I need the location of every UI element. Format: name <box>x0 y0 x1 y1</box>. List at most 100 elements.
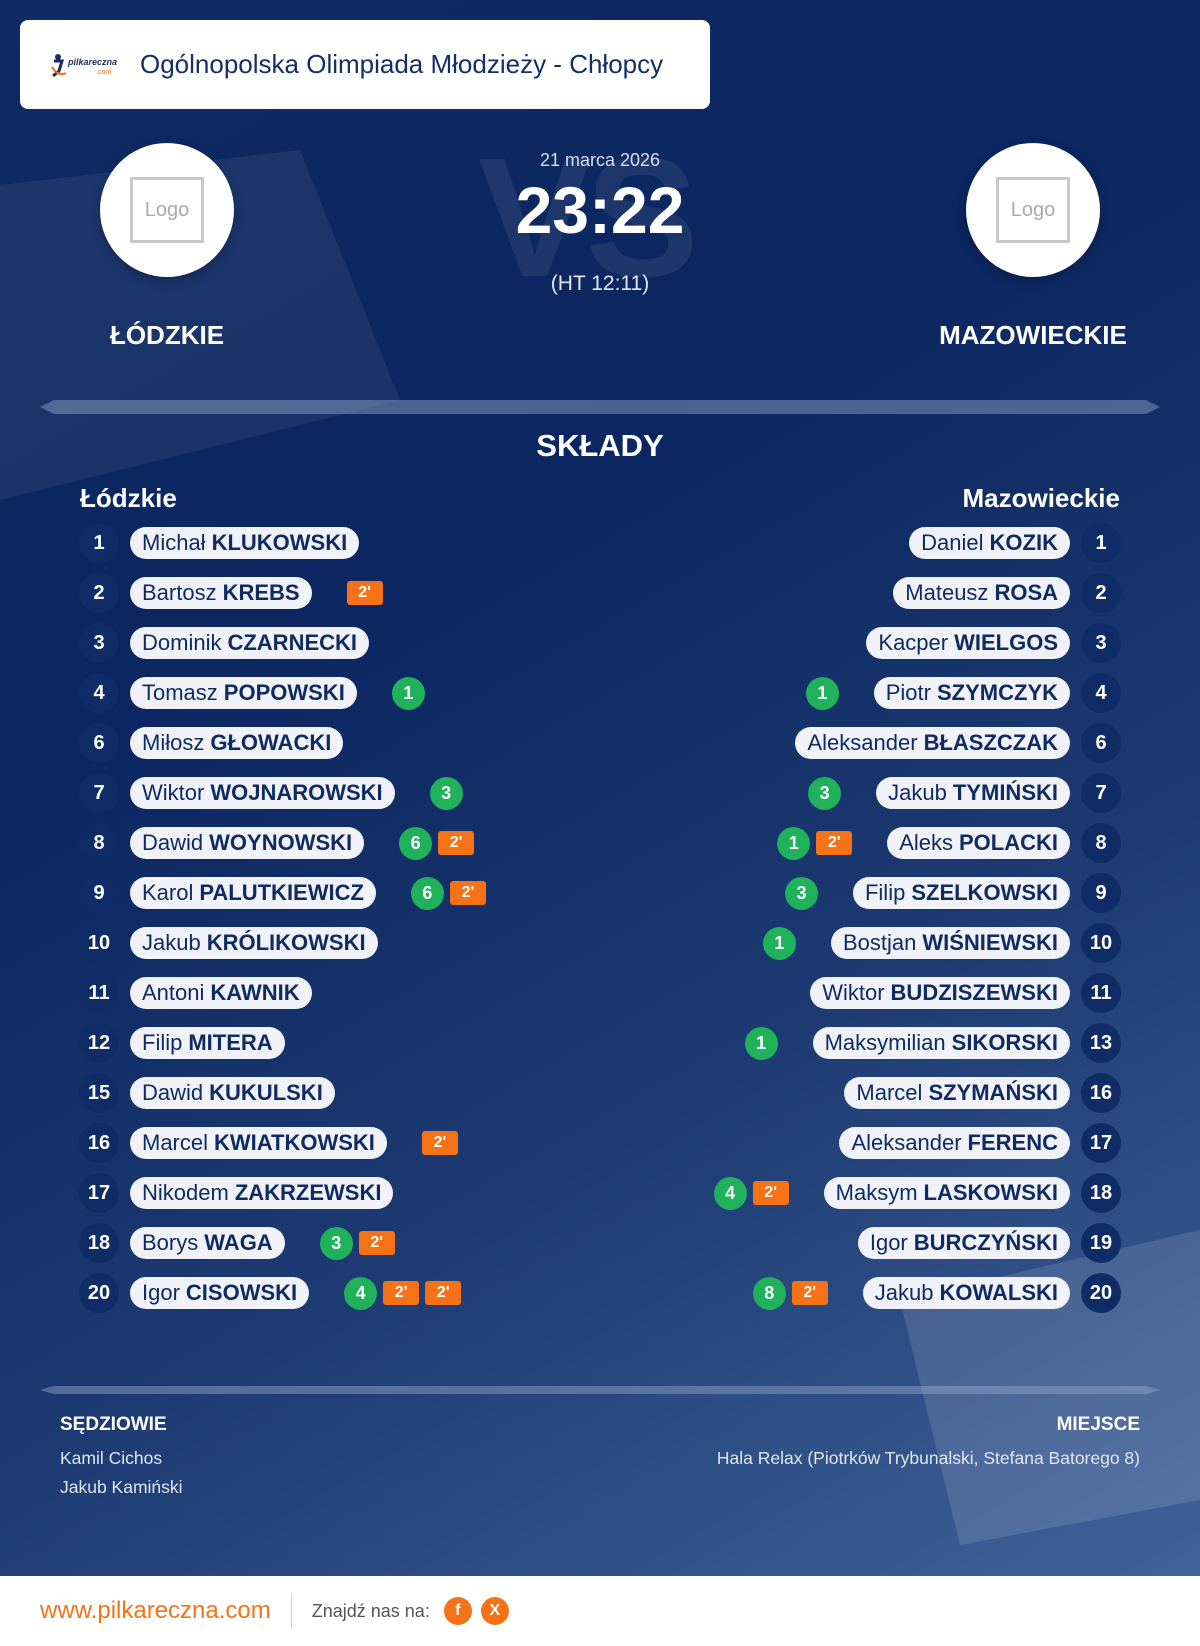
player-last-name: KOZIK <box>989 530 1058 555</box>
away-player-row[interactable]: 17 Aleksander FERENC <box>828 1123 1121 1163</box>
player-name[interactable]: Tomasz POPOWSKI <box>130 677 357 709</box>
home-player-row[interactable]: 9 Karol PALUTKIEWICZ 6 2' <box>79 873 497 913</box>
player-name[interactable]: Piotr SZYMCZYK <box>873 677 1070 709</box>
home-player-row[interactable]: 8 Dawid WOYNOWSKI 6 2' <box>79 823 485 863</box>
brand-logo[interactable]: pilkareczna .com <box>50 51 120 79</box>
player-last-name: POLACKI <box>959 830 1058 855</box>
home-team-name: ŁÓDZKIE <box>109 320 225 350</box>
goals-badge: 6 <box>399 826 433 860</box>
player-name[interactable]: Filip SZELKOWSKI <box>852 877 1070 909</box>
away-player-row[interactable]: 9 Filip SZELKOWSKI 3 <box>774 873 1121 913</box>
home-player-row[interactable]: 20 Igor CISOWSKI 4 2' 2' <box>79 1273 472 1313</box>
away-player-row[interactable]: 1 Daniel KOZIK <box>898 523 1121 563</box>
home-player-row[interactable]: 3 Dominik CZARNECKI <box>79 623 380 663</box>
player-first-name: Igor <box>142 1280 180 1305</box>
player-name[interactable]: Aleksander FERENC <box>839 1127 1070 1159</box>
shirt-number: 15 <box>79 1073 119 1113</box>
player-name[interactable]: Antoni KAWNIK <box>130 977 312 1009</box>
player-name[interactable]: Maksym LASKOWSKI <box>823 1177 1070 1209</box>
player-name[interactable]: Bartosz KREBS <box>130 577 312 609</box>
shirt-number: 7 <box>1081 773 1121 813</box>
player-name[interactable]: Aleksander BŁASZCZAK <box>795 727 1070 759</box>
goals-badge: 4 <box>713 1176 747 1210</box>
away-player-row[interactable]: 8 Aleks POLACKI 1 2' <box>766 823 1121 863</box>
player-name[interactable]: Wiktor BUDZISZEWSKI <box>810 977 1070 1009</box>
player-name[interactable]: Marcel KWIATKOWSKI <box>130 1127 387 1159</box>
goals-badge: 3 <box>429 776 463 810</box>
player-name[interactable]: Igor CISOWSKI <box>130 1277 310 1309</box>
home-lineup-label: Łódzkie <box>80 483 177 513</box>
home-player-row[interactable]: 2 Bartosz KREBS 2' <box>79 573 394 613</box>
player-name[interactable]: Aleks POLACKI <box>887 827 1070 859</box>
player-name[interactable]: Jakub KOWALSKI <box>862 1277 1070 1309</box>
home-player-row[interactable]: 4 Tomasz POPOWSKI 1 <box>79 673 436 713</box>
player-name[interactable]: Dawid WOYNOWSKI <box>130 827 365 859</box>
player-name[interactable]: Maksymilian SIKORSKI <box>812 1027 1070 1059</box>
home-player-row[interactable]: 15 Dawid KUKULSKI <box>79 1073 346 1113</box>
player-last-name: POPOWSKI <box>223 680 345 705</box>
home-player-row[interactable]: 11 Antoni KAWNIK <box>79 973 323 1013</box>
home-player-row[interactable]: 6 Miłosz GŁOWACKI <box>79 723 354 763</box>
x-icon[interactable]: X <box>480 1597 509 1625</box>
away-player-row[interactable]: 7 Jakub TYMIŃSKI 3 <box>797 773 1121 813</box>
home-player-row[interactable]: 10 Jakub KRÓLIKOWSKI <box>79 923 389 963</box>
competition-title: Ogólnopolska Olimpiada Młodzieży - Chłop… <box>140 49 664 79</box>
player-name[interactable]: Marcel SZYMAŃSKI <box>844 1077 1070 1109</box>
player-first-name: Daniel <box>921 530 984 555</box>
player-last-name: KUKULSKI <box>209 1080 323 1105</box>
player-name[interactable]: Michał KLUKOWSKI <box>130 527 360 559</box>
away-player-row[interactable]: 11 Wiktor BUDZISZEWSKI <box>799 973 1121 1013</box>
away-player-row[interactable]: 2 Mateusz ROSA <box>882 573 1121 613</box>
venue-label: MIEJSCE <box>1056 1414 1140 1435</box>
away-player-row[interactable]: 13 Maksymilian SIKORSKI 1 <box>734 1023 1121 1063</box>
player-last-name: BUDZISZEWSKI <box>890 980 1058 1005</box>
away-player-row[interactable]: 18 Maksym LASKOWSKI 4 2' <box>703 1173 1121 1213</box>
player-name[interactable]: Igor BURCZYŃSKI <box>857 1227 1070 1259</box>
match-date: 21 marca 2026 <box>539 150 661 170</box>
player-last-name: FERENC <box>967 1130 1058 1155</box>
venue-value: Hala Relax (Piotrków Trybunalski, Stefan… <box>716 1448 1140 1468</box>
player-name[interactable]: Mateusz ROSA <box>893 577 1070 609</box>
player-first-name: Aleksander <box>807 730 918 755</box>
website-link[interactable]: www.pilkareczna.com <box>40 1593 292 1629</box>
svg-text:.com: .com <box>96 69 111 76</box>
shirt-number: 16 <box>1081 1073 1121 1113</box>
player-name[interactable]: Dawid KUKULSKI <box>130 1077 335 1109</box>
player-first-name: Piotr <box>885 680 931 705</box>
shirt-number: 20 <box>1081 1273 1121 1313</box>
away-player-row[interactable]: 4 Piotr SZYMCZYK 1 <box>795 673 1121 713</box>
player-last-name: CZARNECKI <box>227 630 358 655</box>
away-player-row[interactable]: 3 Kacper WIELGOS <box>855 623 1121 663</box>
player-stats: 3 <box>808 776 842 810</box>
away-player-row[interactable]: 6 Aleksander BŁASZCZAK <box>784 723 1121 763</box>
find-us-label: Znajdź nas na: <box>311 1600 430 1621</box>
home-player-row[interactable]: 17 Nikodem ZAKRZEWSKI <box>79 1173 404 1213</box>
away-player-row[interactable]: 16 Marcel SZYMAŃSKI <box>833 1073 1121 1113</box>
player-name[interactable]: Jakub KRÓLIKOWSKI <box>130 927 378 959</box>
home-player-row[interactable]: 7 Wiktor WOJNAROWSKI 3 <box>79 773 474 813</box>
away-player-row[interactable]: 20 Jakub KOWALSKI 8 2' <box>742 1273 1121 1313</box>
away-player-row[interactable]: 10 Bostjan WIŚNIEWSKI 1 <box>752 923 1121 963</box>
officials-label: SĘDZIOWIE <box>60 1414 167 1435</box>
home-player-row[interactable]: 1 Michał KLUKOWSKI <box>79 523 370 563</box>
home-player-row[interactable]: 18 Borys WAGA 3 2' <box>79 1223 406 1263</box>
player-name[interactable]: Jakub TYMIŃSKI <box>876 777 1070 809</box>
player-name[interactable]: Daniel KOZIK <box>909 527 1070 559</box>
player-name[interactable]: Bostjan WIŚNIEWSKI <box>830 927 1070 959</box>
away-player-row[interactable]: 19 Igor BURCZYŃSKI <box>847 1223 1121 1263</box>
home-player-row[interactable]: 16 Marcel KWIATKOWSKI 2' <box>79 1123 469 1163</box>
player-first-name: Borys <box>142 1230 199 1255</box>
player-name[interactable]: Karol PALUTKIEWICZ <box>130 877 376 909</box>
player-name[interactable]: Borys WAGA <box>130 1227 285 1259</box>
player-first-name: Dawid <box>142 830 204 855</box>
home-player-row[interactable]: 12 Filip MITERA <box>79 1023 296 1063</box>
player-name[interactable]: Dominik CZARNECKI <box>130 627 370 659</box>
player-name[interactable]: Nikodem ZAKRZEWSKI <box>130 1177 394 1209</box>
player-last-name: SZYMAŃSKI <box>928 1080 1058 1105</box>
player-name[interactable]: Miłosz GŁOWACKI <box>130 727 344 759</box>
player-last-name: LASKOWSKI <box>923 1180 1058 1205</box>
player-name[interactable]: Filip MITERA <box>130 1027 285 1059</box>
facebook-icon[interactable]: f <box>443 1597 472 1625</box>
player-name[interactable]: Wiktor WOJNAROWSKI <box>130 777 395 809</box>
player-name[interactable]: Kacper WIELGOS <box>866 627 1070 659</box>
